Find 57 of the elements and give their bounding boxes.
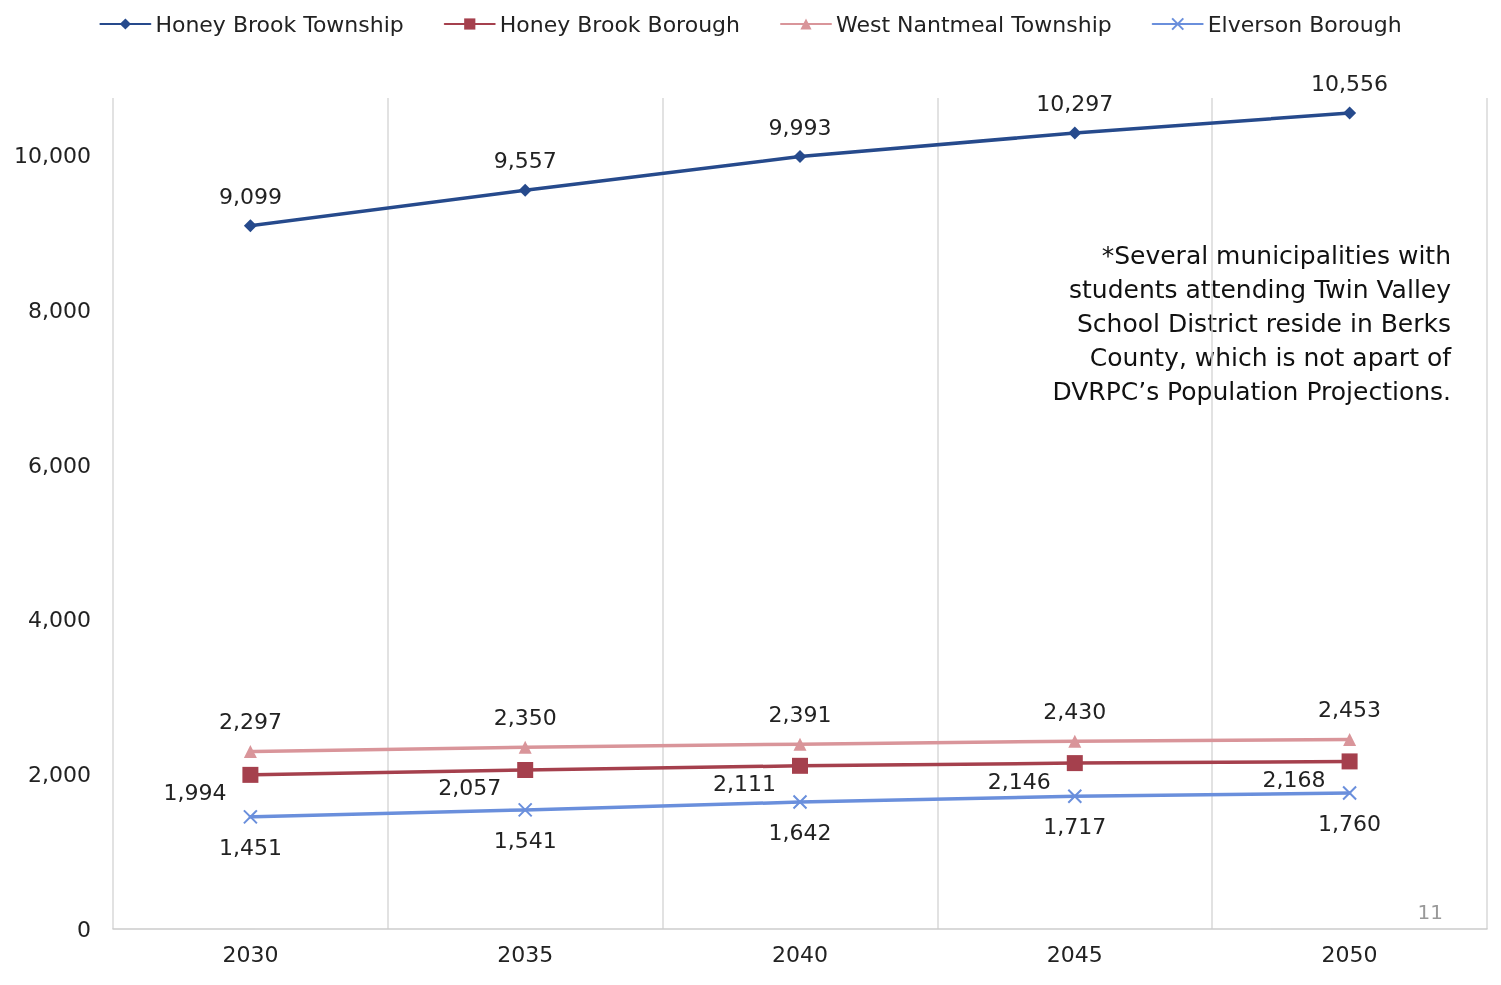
data-label: 2,430: [1043, 699, 1107, 725]
annotation: *Several municipalities with students attending Twin Valley School District reside in Berks County, which is not apart of DVRPC’s Population Projections.: [1052, 240, 1453, 406]
data-label: 1,994: [163, 780, 227, 806]
y-tick-label: 0: [77, 916, 91, 942]
data-label: 10,556: [1311, 71, 1389, 96]
point: [1343, 732, 1357, 746]
data-label: 2,168: [1262, 766, 1326, 792]
point: [792, 757, 808, 774]
point: [1341, 753, 1358, 770]
data-label: 1,451: [218, 834, 282, 860]
y-tick-label: 10,000: [14, 143, 91, 169]
point: [518, 740, 532, 754]
x-tick-label: 2040: [772, 941, 828, 967]
point: [1342, 785, 1358, 801]
point: [517, 761, 534, 778]
point: [243, 744, 257, 758]
point: [1066, 755, 1083, 772]
x-tick-label: 2050: [1321, 941, 1378, 967]
point: [517, 802, 533, 818]
point: [242, 766, 259, 783]
x-tick-label: 2045: [1046, 941, 1103, 967]
annotation: 11: [1417, 900, 1443, 924]
point: [792, 794, 808, 810]
point: [518, 183, 532, 197]
data-label: 2,453: [1318, 697, 1382, 723]
data-label: 2,111: [713, 771, 776, 797]
y-tick-label: 8,000: [28, 298, 91, 324]
legend-label: Honey Brook Borough: [499, 11, 740, 37]
legend-label: Honey Brook Township: [155, 11, 404, 37]
data-label: 1,717: [1043, 814, 1107, 840]
y-tick-label: 6,000: [28, 452, 91, 478]
point: [1343, 106, 1357, 120]
data-label: 9,099: [218, 183, 282, 209]
data-label: 2,391: [768, 702, 832, 728]
x-tick-label: 2030: [222, 941, 279, 967]
data-label: 9,993: [768, 114, 832, 140]
point: [243, 219, 257, 233]
data-label: 9,557: [493, 148, 557, 174]
y-tick-label: 4,000: [28, 607, 91, 633]
point: [1067, 788, 1083, 804]
point: [1068, 126, 1082, 140]
y-tick-label: 2,000: [28, 761, 91, 787]
point: [793, 737, 807, 751]
point: [1068, 734, 1082, 748]
data-label: 1,642: [768, 820, 832, 846]
data-label: 10,297: [1036, 91, 1114, 117]
point: [793, 150, 807, 164]
data-label: 2,350: [493, 705, 557, 731]
point: [242, 809, 258, 825]
data-label: 2,297: [218, 709, 282, 735]
legend-label: Elverson Borough: [1207, 11, 1402, 37]
x-tick-label: 2035: [497, 941, 554, 967]
data-label: 1,541: [493, 827, 557, 853]
legend-label: West Nantmeal Township: [836, 11, 1112, 37]
data-label: 2,057: [438, 775, 502, 801]
data-label: 1,760: [1318, 810, 1382, 836]
data-label: 2,146: [987, 768, 1051, 794]
